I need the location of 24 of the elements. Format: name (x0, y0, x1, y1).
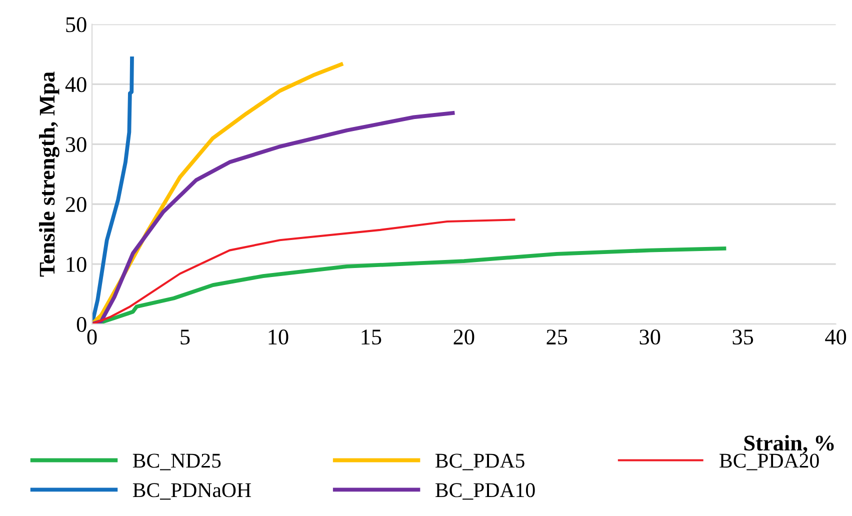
legend-label: BC_PDA10 (435, 483, 535, 500)
x-tick-label: 30 (640, 330, 660, 345)
x-tick-label: 0 (87, 330, 97, 345)
y-tick-label: 10 (66, 257, 86, 272)
y-axis-title: Tensile strength, Mpa (39, 72, 60, 277)
y-tick-label: 0 (76, 316, 86, 332)
x-tick-label: 35 (732, 330, 754, 345)
legend-label: BC_PDA5 (435, 454, 524, 470)
line-series (92, 111, 455, 324)
y-tick-label: 40 (65, 77, 86, 92)
y-tick-label: 30 (66, 137, 86, 152)
line-series (92, 218, 516, 324)
x-tick-label: 40 (825, 330, 846, 345)
legend-label: BC_ND25 (132, 454, 221, 470)
y-tick-label: 50 (66, 17, 86, 32)
x-tick-label: 20 (454, 330, 474, 345)
x-tick-label: 15 (362, 330, 382, 345)
x-tick-label: 5 (180, 330, 190, 345)
x-axis-title: Strain, % (744, 434, 834, 454)
legend-label: BC_PDA20 (720, 454, 819, 470)
legend-label: BC_PDNaOH (132, 483, 251, 500)
x-tick-label: 10 (268, 330, 288, 345)
y-tick-label: 20 (66, 197, 86, 212)
x-tick-label: 25 (546, 330, 568, 345)
